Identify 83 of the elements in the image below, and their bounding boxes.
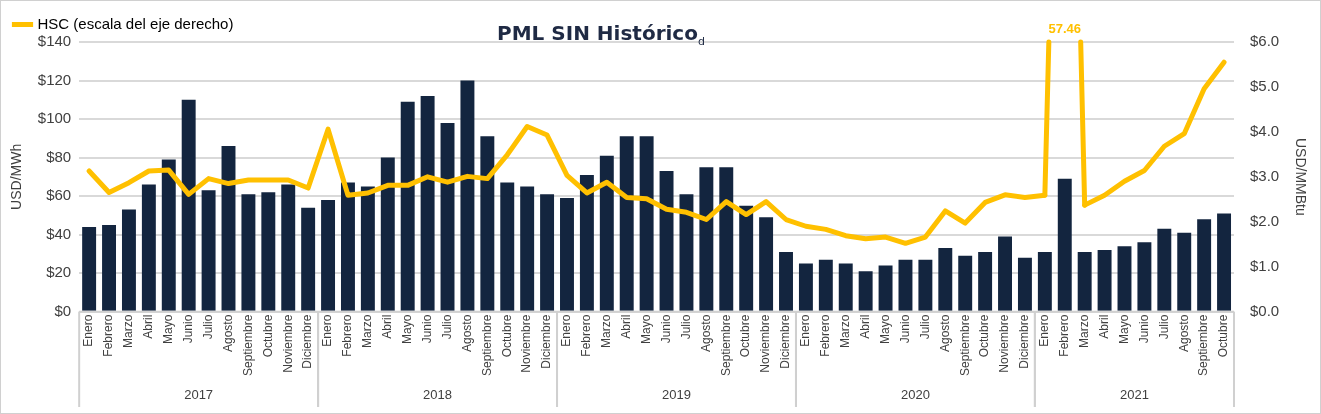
x-tick-label: Julio [1156,314,1171,340]
x-tick-label: Enero [320,314,335,347]
x-tick-label: Julio [917,314,932,340]
x-tick-label: Febrero [579,314,594,357]
y2-tick-label: $3.0 [1250,166,1280,184]
y-tick-label: $20 [46,263,72,281]
x-tick-label: Marzo [121,314,136,348]
x-tick-label: Febrero [818,314,833,357]
x-tick-label: Septiembre [479,314,494,377]
x-tick-label: Marzo [599,314,614,348]
x-tick-label: Octubre [499,314,514,358]
x-tick-label: Mayo [638,314,653,344]
x-tick-label: Enero [81,314,96,347]
x-tick-label: Junio [1136,314,1151,344]
x-tick-label: Octubre [738,314,753,358]
y2-tick-label: $5.0 [1250,77,1280,95]
text: 2021 [1119,386,1149,402]
y-tick-label: $120 [37,70,72,88]
y2-tick-label: $4.0 [1250,122,1280,140]
x-tick-label: Septiembre [718,314,733,377]
x-tick-label: Agosto [220,314,235,352]
x-tick-label: Agosto [937,314,952,352]
x-tick-label: Enero [1037,314,1052,347]
text: 2020 [900,386,930,402]
x-tick-label: Abril [857,314,872,339]
text: 57.46 [1048,21,1082,37]
y2-tick-label: $1.0 [1250,256,1280,274]
x-tick-label: Mayo [161,314,176,344]
chart-title: PML SIN Histórico$_{d}$ [497,21,705,48]
x-tick-label: Junio [419,314,434,344]
y2-tick-label: $6.0 [1250,32,1280,50]
x-tick-label: Febrero [1057,314,1072,357]
x-tick-label: Diciembre [300,314,315,369]
x-tick-label: Mayo [400,314,415,344]
x-tick-label: Octubre [1216,314,1231,358]
x-tick-label: Septiembre [1196,314,1211,377]
x-tick-label: Junio [658,314,673,344]
x-tick-label: Octubre [260,314,275,358]
y-tick-label: $80 [46,147,72,165]
x-tick-label: Abril [1096,314,1111,339]
x-tick-label: Noviembre [280,314,295,373]
x-tick-label: Abril [619,314,634,339]
text: 2019 [662,386,691,402]
x-tick-label: Diciembre [1017,314,1032,369]
x-tick-label: Agosto [698,314,713,352]
x-tick-label: Octubre [977,314,992,358]
y-tick-label: $100 [37,109,72,127]
x-tick-label: Marzo [360,314,375,348]
y-tick-label: $40 [46,224,72,242]
x-tick-label: Junio [180,314,195,344]
x-tick-label: Abril [141,314,156,339]
y2-tick-label: $2.0 [1250,211,1280,229]
x-tick-label: Mayo [877,314,892,344]
x-tick-label: Marzo [838,314,853,348]
legend-label: HSC (escala del eje derecho) [37,14,234,32]
x-tick-label: Julio [678,314,693,340]
x-tick-label: Enero [559,314,574,347]
x-tick-label: Mayo [1116,314,1131,344]
y-tick-label: $60 [46,186,72,204]
x-tick-label: Agosto [1176,314,1191,352]
x-tick-label: Diciembre [778,314,793,369]
x-tick-label: Julio [200,314,215,340]
y2-tick-label: $0.0 [1250,301,1280,319]
x-tick-label: Noviembre [997,314,1012,373]
text: 2018 [423,386,453,402]
x-tick-label: Abril [380,314,395,339]
x-tick-label: Marzo [1076,314,1091,348]
x-tick-label: Febrero [101,314,116,357]
y-tick-label: $140 [37,32,72,50]
y2-axis-title: USD/MMBtu [1292,137,1309,216]
x-tick-label: Febrero [340,314,355,357]
x-tick-label: Diciembre [539,314,554,369]
x-tick-label: Julio [439,314,454,340]
y-tick-label: $0 [54,301,72,319]
y-axis-title: USD/MWh [8,143,25,210]
x-tick-label: Agosto [459,314,474,352]
x-tick-label: Enero [798,314,813,347]
x-tick-label: Septiembre [240,314,255,377]
x-tick-label: Septiembre [957,314,972,377]
text: 2017 [184,386,214,402]
x-tick-label: Noviembre [758,314,773,373]
x-tick-label: Noviembre [519,314,534,373]
x-tick-label: Junio [897,314,912,344]
